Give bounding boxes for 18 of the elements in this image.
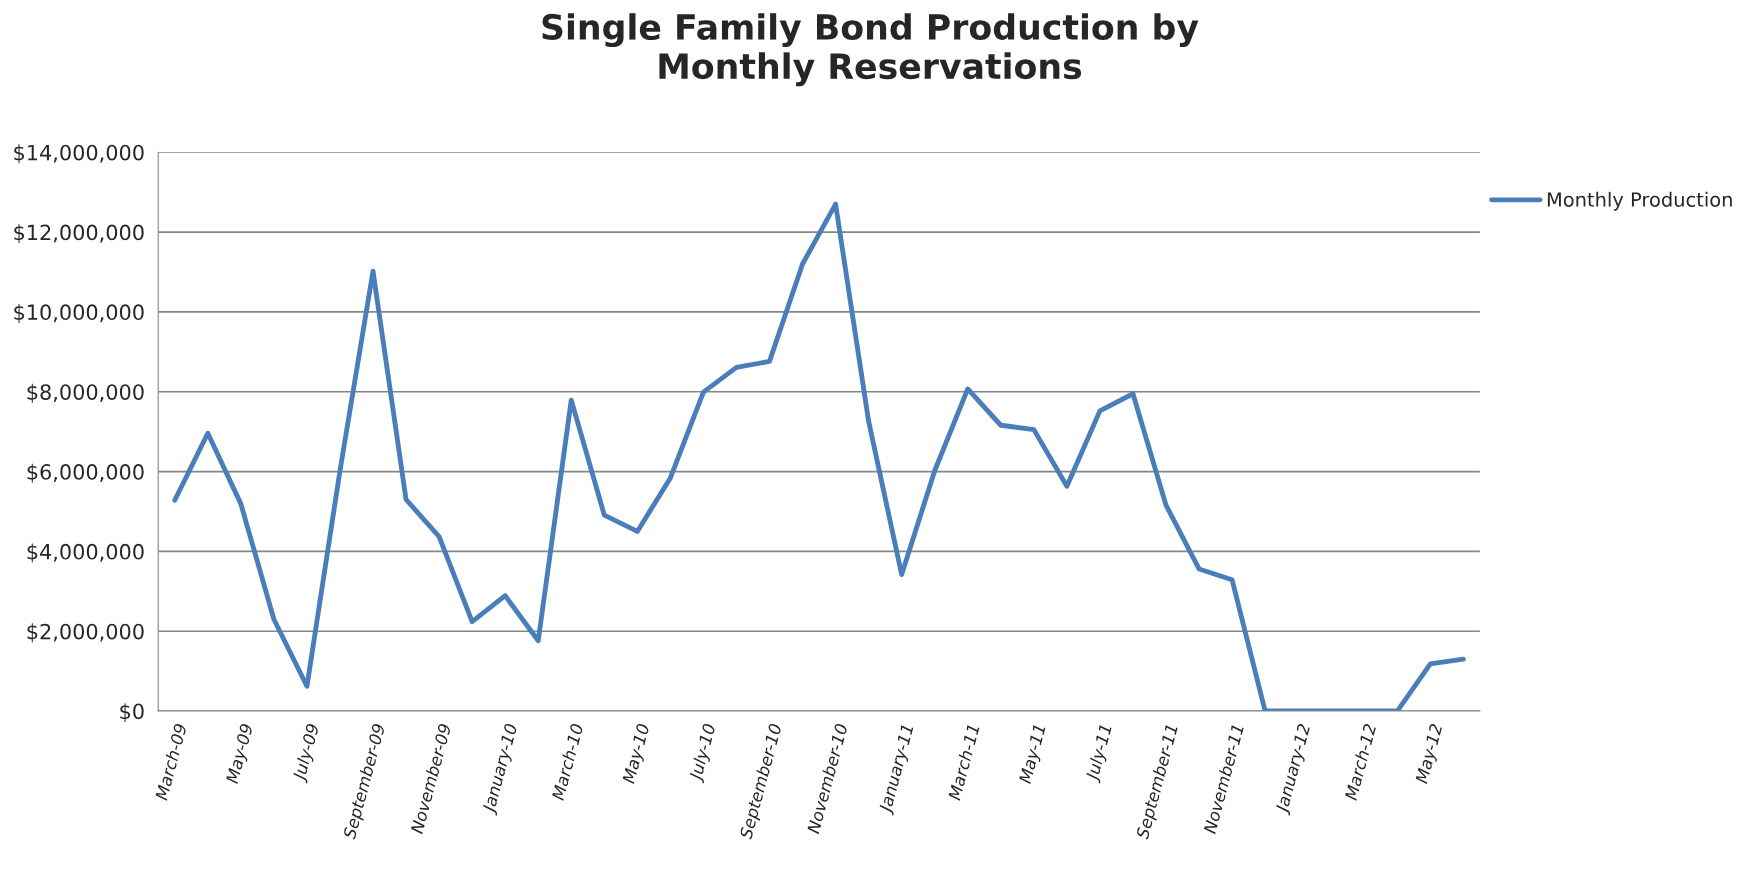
x-tick-label: May-10 [621, 723, 653, 785]
x-tick-label: May-09 [225, 723, 257, 785]
y-tick-label: $8,000,000 [27, 383, 144, 403]
y-tick-label: $2,000,000 [27, 623, 144, 643]
y-tick-label: $12,000,000 [14, 224, 144, 244]
x-tick-label: May-12 [1414, 723, 1446, 785]
y-tick-label: $6,000,000 [27, 463, 144, 483]
chart-title: Single Family Bond Production by Monthly Reservations [542, 13, 1199, 87]
line-series [172, 201, 1466, 712]
legend-label: Monthly Production [1547, 191, 1732, 211]
x-tick-label: July-10 [688, 722, 719, 784]
x-tick-label: July-11 [1084, 724, 1115, 784]
x-tick-label: July-09 [291, 723, 323, 784]
x-tick-label: May-11 [1018, 724, 1049, 785]
y-tick-label: $14,000,000 [14, 144, 144, 164]
y-tick-label: $4,000,000 [27, 543, 144, 563]
y-tick-label: $0 [120, 703, 144, 723]
y-tick-label: $10,000,000 [14, 303, 144, 323]
